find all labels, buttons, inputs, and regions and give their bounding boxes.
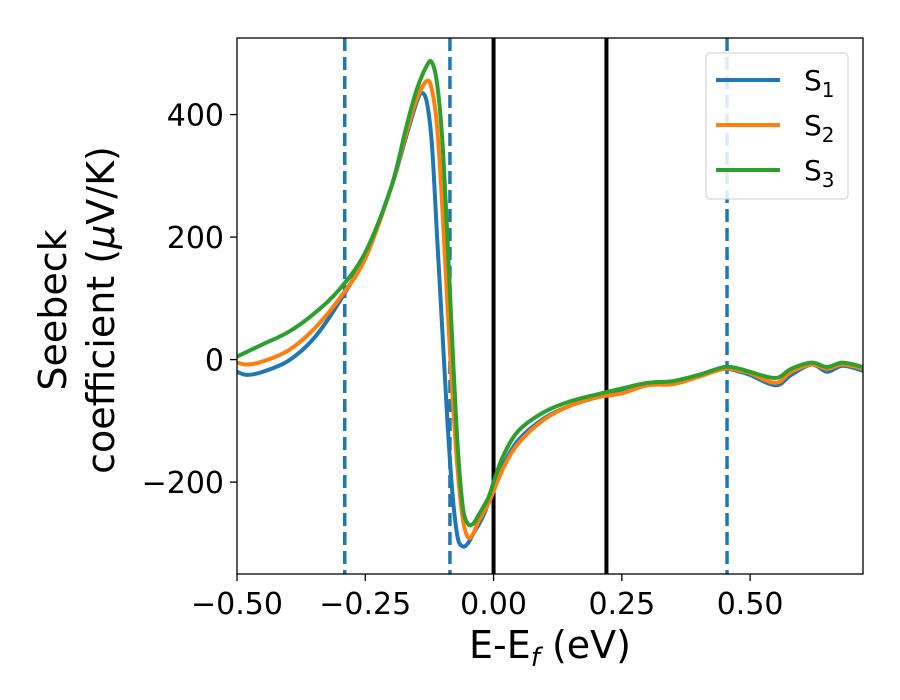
y-axis-title-line2: coefficient (μV/K): [79, 146, 123, 474]
x-tick-label-4: 0.50: [717, 587, 784, 622]
y-axis-title: Seebeck coefficient (μV/K): [31, 146, 123, 474]
x-tick-label-0: −0.50: [191, 587, 283, 622]
y-tick-label-1: 200: [167, 221, 224, 256]
y-tick-label-0: 400: [167, 99, 224, 134]
y-axis-title-line1: Seebeck: [31, 229, 75, 390]
series-line-s3: [237, 58, 863, 528]
x-tick-label-2: 0.00: [460, 587, 527, 622]
plot-frame: [236, 37, 864, 575]
x-axis-title: E-Ef (eV): [469, 623, 631, 673]
legend-label-s3: S3: [804, 154, 835, 192]
plot-area: [237, 38, 863, 574]
x-tick-label-1: −0.25: [319, 587, 411, 622]
legend-label-s2: S2: [804, 109, 835, 147]
legend: S1 S2 S3: [705, 52, 849, 200]
x-tick-label-3: 0.25: [588, 587, 655, 622]
y-tick-label-3: −200: [142, 466, 224, 501]
legend-label-s1: S1: [804, 64, 835, 102]
y-tick-label-2: 0: [205, 344, 224, 379]
